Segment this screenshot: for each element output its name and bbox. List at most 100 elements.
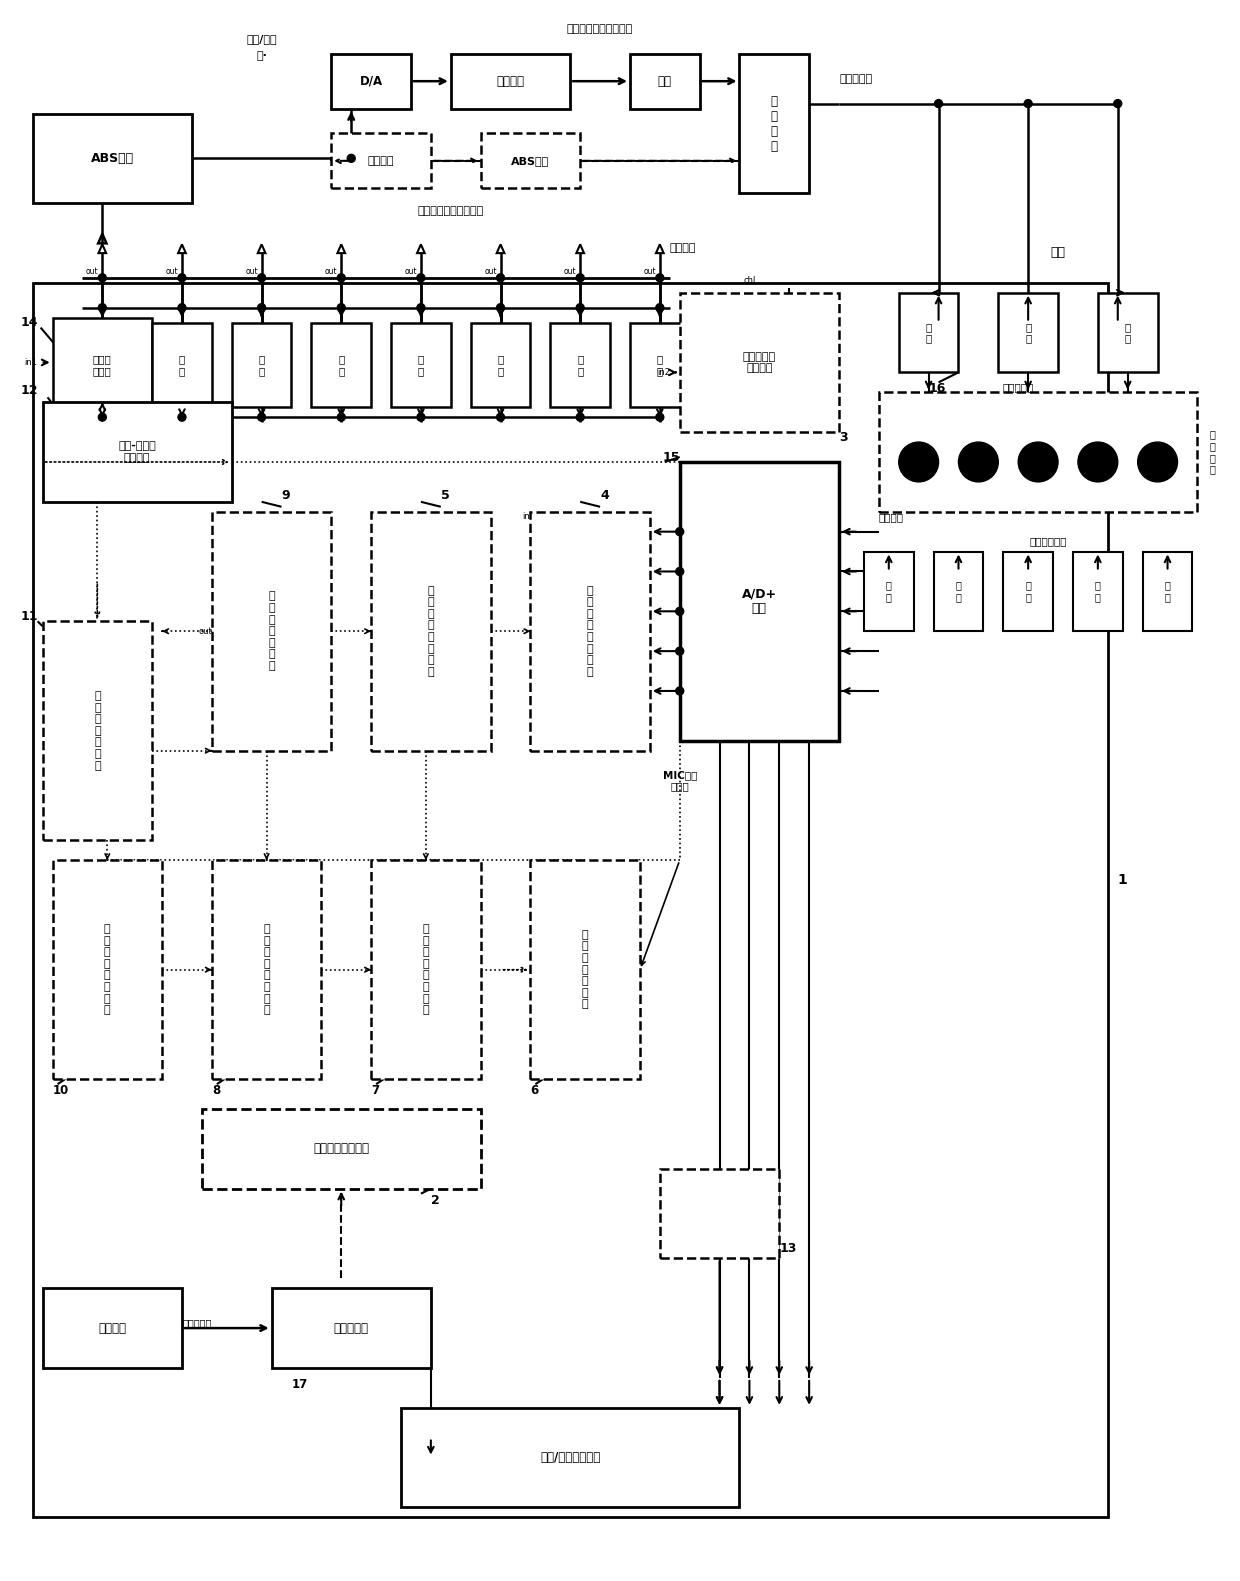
Circle shape [337,304,345,311]
Circle shape [496,413,505,421]
Circle shape [347,155,355,163]
Bar [864,552,914,631]
Text: chl: chl [743,275,755,285]
Text: 音
箱: 音 箱 [956,580,961,602]
Text: 音
箱: 音 箱 [1125,323,1131,343]
Bar [998,292,1058,373]
Circle shape [577,274,584,281]
Text: 14: 14 [20,316,37,329]
Bar [42,621,153,840]
Bar [680,462,839,741]
Text: 测试信号输入: 测试信号输入 [1029,536,1066,547]
Text: 卷
积: 卷 积 [258,354,264,376]
Text: 卷
积: 卷 积 [657,354,663,376]
Text: 虚
拟
脉
冲
响
应
合
成: 虚 拟 脉 冲 响 应 合 成 [104,923,110,1015]
Circle shape [959,443,998,482]
Text: 9: 9 [281,489,290,501]
Text: 音箱-断音点
分配矩阵: 音箱-断音点 分配矩阵 [118,441,156,463]
Text: 断
音
区
域: 断 音 区 域 [1209,430,1215,474]
Bar [371,512,491,751]
Circle shape [258,274,265,281]
Text: 卷
积: 卷 积 [418,354,424,376]
Bar [451,54,570,109]
Text: 多
路
信
号
聚
类
合
并: 多 路 信 号 聚 类 合 并 [587,585,594,677]
Circle shape [98,274,107,281]
Bar [52,860,162,1080]
Circle shape [656,413,663,421]
Text: 16: 16 [929,383,946,395]
Text: 音
箱: 音 箱 [885,580,892,602]
Text: out: out [404,267,417,275]
Circle shape [179,274,186,281]
Bar [52,318,153,413]
Circle shape [676,647,683,655]
Bar [899,292,959,373]
Text: 以太网连接: 以太网连接 [182,1319,212,1328]
Text: A/D+
路由: A/D+ 路由 [742,588,777,615]
Circle shape [258,304,265,311]
Text: 2: 2 [430,1194,440,1206]
Text: 房间: 房间 [1050,247,1065,259]
Text: out: out [166,267,179,275]
Text: 选·: 选· [257,51,267,60]
Text: 功放: 功放 [657,74,672,87]
Text: out: out [86,267,99,275]
Bar [401,1407,739,1507]
Text: 自定义音频
信号生成: 自定义音频 信号生成 [743,351,776,373]
Bar [739,54,810,193]
Circle shape [417,413,425,421]
Text: 6: 6 [531,1085,538,1097]
Bar [1003,552,1053,631]
Text: 输出端口: 输出端口 [670,243,697,253]
Circle shape [899,443,939,482]
Text: in1: in1 [25,357,37,367]
Text: 15: 15 [662,451,680,463]
Bar [32,283,1107,1518]
Text: 音
箱: 音 箱 [1025,580,1032,602]
Text: 13: 13 [779,1243,796,1255]
Circle shape [577,304,584,311]
Text: 目
标
脉
冲
响
应
设
计: 目 标 脉 冲 响 应 设 计 [263,923,270,1015]
Text: D/A: D/A [360,74,383,87]
Text: 单通道
卷积器: 单通道 卷积器 [93,354,112,376]
Bar [1097,292,1158,373]
Text: 10: 10 [52,1085,68,1097]
Text: 音
箱: 音 箱 [1164,580,1171,602]
Bar [680,292,839,432]
Text: in2: in2 [657,368,670,376]
Circle shape [1078,443,1117,482]
Text: out: out [485,267,497,275]
Circle shape [98,304,107,311]
Bar [32,114,192,202]
Bar [471,323,531,408]
Text: 实
时
声
压
级
监
测: 实 时 声 压 级 监 测 [582,930,589,1010]
Bar [1073,552,1122,631]
Circle shape [337,413,345,421]
Text: 单
通
道
实
时
卷
积: 单 通 道 实 时 卷 积 [94,691,100,770]
Circle shape [417,274,425,281]
Bar [311,323,371,408]
Text: out: out [325,267,337,275]
Circle shape [179,304,186,311]
Text: 4: 4 [600,489,609,501]
Text: 1: 1 [1117,873,1127,887]
Text: 音
箱: 音 箱 [1095,580,1101,602]
Text: 增
益
控
制: 增 益 控 制 [771,95,777,152]
Text: 卷
积: 卷 积 [179,354,185,376]
Circle shape [1114,100,1122,108]
Text: 均
衡
逆
脉
冲
生
成: 均 衡 逆 脉 冲 生 成 [268,591,275,670]
Bar [630,54,699,109]
Circle shape [1137,443,1178,482]
Text: 系
统
脉
冲
响
应
计
算: 系 统 脉 冲 响 应 计 算 [428,585,434,677]
Bar [331,54,410,109]
Text: 信号输出端: 信号输出端 [839,74,872,84]
Text: （针对无源音箱系统）: （针对无源音箱系统） [567,24,634,33]
Circle shape [337,274,345,281]
Bar [202,1108,481,1189]
Text: 17: 17 [291,1379,308,1391]
Bar [531,860,640,1080]
Bar [272,1289,430,1368]
Text: 3: 3 [839,430,848,444]
Text: 7: 7 [371,1085,379,1097]
Text: 卷
积: 卷 积 [497,354,503,376]
